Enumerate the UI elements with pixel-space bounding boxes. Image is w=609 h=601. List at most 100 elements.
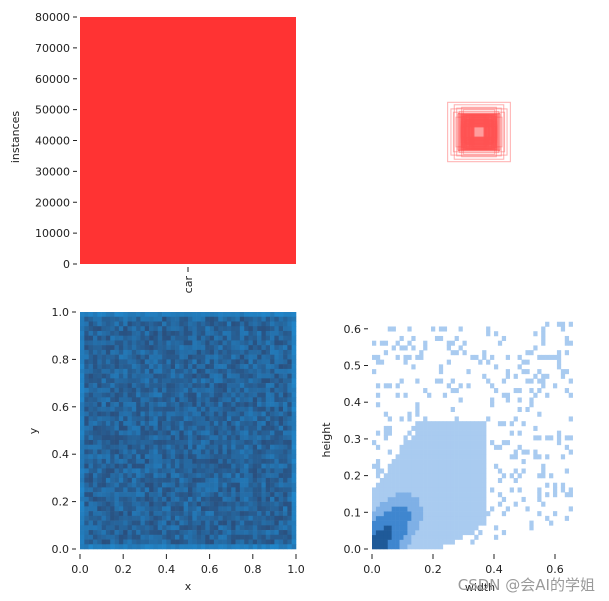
- heatmap-cell: [505, 354, 511, 360]
- heatmap-cell: [244, 397, 249, 403]
- heatmap-cell: [80, 364, 85, 370]
- heatmap-cell: [454, 444, 459, 450]
- heatmap-cell: [248, 373, 254, 379]
- heatmap-cell: [97, 473, 102, 479]
- heatmap-cell: [466, 440, 471, 446]
- heatmap-cell: [431, 430, 436, 436]
- heatmap-cell: [261, 321, 267, 327]
- heatmap-cell: [131, 397, 137, 403]
- heatmap-cell: [458, 506, 463, 512]
- heatmap-cell: [192, 312, 197, 318]
- heatmap-cell: [80, 525, 85, 531]
- heatmap-cell: [391, 530, 396, 536]
- heatmap-cell: [153, 345, 159, 351]
- heatmap-cell: [175, 496, 180, 502]
- heatmap-cell: [179, 468, 184, 474]
- heatmap-cell: [248, 468, 254, 474]
- heatmap-cell: [110, 368, 115, 374]
- heatmap-cell: [179, 416, 184, 422]
- heatmap-cell: [493, 463, 499, 469]
- heatmap-cell: [278, 539, 284, 545]
- heatmap-cell: [287, 330, 292, 336]
- heatmap-cell: [235, 364, 241, 370]
- heatmap-cell: [183, 477, 189, 483]
- heatmap-cell: [427, 496, 432, 502]
- heatmap-cell: [136, 335, 141, 341]
- heatmap-cell: [218, 506, 223, 512]
- heatmap-cell: [482, 496, 487, 502]
- heatmap-cell: [105, 349, 111, 355]
- heatmap-cell: [291, 430, 297, 436]
- heatmap-cell: [521, 468, 526, 474]
- heatmap-cell: [92, 525, 98, 531]
- heatmap-cell: [157, 345, 163, 351]
- heatmap-cell: [458, 383, 463, 389]
- heatmap-cell: [274, 321, 280, 327]
- heatmap-cell: [261, 487, 267, 493]
- heatmap-cell: [218, 435, 223, 441]
- heatmap-cell: [287, 492, 292, 498]
- heatmap-cell: [257, 392, 262, 398]
- heatmap-cell: [257, 316, 262, 322]
- heatmap-cell: [248, 335, 254, 341]
- heatmap-cell: [438, 369, 444, 375]
- heatmap-cell: [287, 368, 292, 374]
- heatmap-cell: [183, 411, 189, 417]
- heatmap-cell: [162, 463, 167, 469]
- heatmap-cell: [166, 316, 172, 322]
- heatmap-cell: [131, 326, 137, 332]
- heatmap-cell: [274, 421, 280, 427]
- heatmap-cell: [383, 544, 389, 550]
- heatmap-cell: [248, 520, 254, 526]
- heatmap-cell: [387, 468, 392, 474]
- heatmap-cell: [209, 544, 215, 550]
- heatmap-cell: [407, 539, 412, 545]
- heatmap-cell: [105, 330, 111, 336]
- heatmap-cell: [257, 477, 262, 483]
- heatmap-cell: [127, 387, 133, 393]
- heatmap-cell: [278, 458, 284, 464]
- heatmap-cell: [231, 544, 236, 550]
- heatmap-cell: [97, 435, 102, 441]
- heatmap-cell: [261, 312, 267, 318]
- heatmap-cell: [270, 477, 275, 483]
- heatmap-cell: [226, 544, 232, 550]
- heatmap-cell: [80, 454, 85, 460]
- heatmap-cell: [552, 354, 558, 360]
- heatmap-cell: [183, 321, 189, 327]
- heatmap-cell: [239, 425, 245, 431]
- heatmap-cell: [183, 359, 189, 365]
- box-dense-core: [458, 113, 500, 151]
- heatmap-cell: [97, 406, 102, 412]
- heatmap-cell: [127, 544, 133, 550]
- heatmap-cell: [84, 387, 89, 393]
- heatmap-cell: [411, 506, 416, 512]
- heatmap-cell: [458, 501, 463, 507]
- heatmap-cell: [517, 354, 522, 360]
- heatmap-cell: [239, 539, 245, 545]
- heatmap-cell: [490, 487, 495, 493]
- heatmap-cell: [131, 392, 137, 398]
- heatmap-cell: [140, 330, 146, 336]
- heatmap-cell: [454, 468, 459, 474]
- heatmap-cell: [372, 501, 377, 507]
- heatmap-cell: [196, 430, 202, 436]
- heatmap-cell: [244, 544, 249, 550]
- x-tick-label: car: [182, 276, 195, 294]
- heatmap-cell: [513, 416, 518, 422]
- heatmap-cell: [257, 364, 262, 370]
- heatmap-cell: [101, 345, 107, 351]
- heatmap-cell: [265, 392, 271, 398]
- heatmap-cell: [407, 354, 412, 360]
- heatmap-cell: [486, 378, 491, 384]
- heatmap-cell: [110, 359, 115, 365]
- heatmap-cell: [517, 473, 522, 479]
- heatmap-cell: [175, 373, 180, 379]
- heatmap-cell: [101, 359, 107, 365]
- heatmap-cell: [114, 439, 120, 446]
- heatmap-cell: [239, 421, 245, 427]
- heatmap-cell: [140, 425, 146, 431]
- heatmap-cell: [88, 321, 94, 327]
- heatmap-cell: [244, 345, 249, 351]
- heatmap-cell: [372, 544, 377, 550]
